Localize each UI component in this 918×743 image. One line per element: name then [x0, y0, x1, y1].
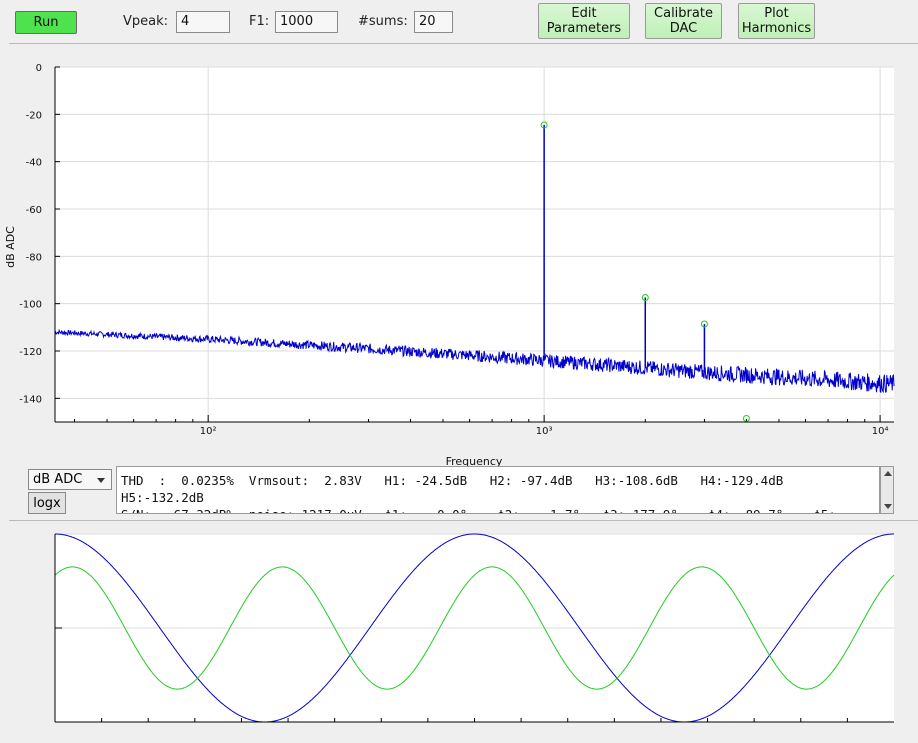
edit-parameters-line2: Parameters [546, 21, 622, 36]
y-tick-label: -20 [26, 110, 42, 121]
unit-select-value: dB ADC [33, 472, 83, 487]
y-tick-label: -60 [26, 205, 42, 216]
y-tick-label: -100 [19, 300, 42, 311]
results-text: THD : 0.0235% Vrmsout: 2.83V H1: -24.5dB… [116, 466, 880, 514]
waveform-series-green [54, 566, 895, 690]
sums-label: #sums: [358, 14, 408, 29]
vpeak-input[interactable]: 4 [176, 11, 230, 33]
unit-select[interactable]: dB ADC [28, 469, 112, 490]
spectrum-grid [55, 66, 894, 422]
y-axis-label: dB ADC [4, 226, 17, 268]
edit-parameters-button[interactable]: Edit Parameters [538, 3, 630, 39]
y-tick-label: -120 [19, 347, 42, 358]
toolbar: Run Vpeak: 4 F1: 1000 #sums: 20 Edit Par… [0, 0, 918, 42]
vpeak-label: Vpeak: [123, 14, 169, 29]
spectrum-noise-line [54, 328, 895, 394]
y-tick-label: -80 [26, 252, 42, 263]
peak-marker [742, 414, 750, 422]
x-axis-label: Frequency [446, 455, 503, 468]
f1-label: F1: [249, 14, 270, 29]
f1-input[interactable]: 1000 [275, 11, 338, 33]
calibrate-dac-line2: DAC [669, 21, 698, 36]
scroll-up-icon[interactable] [884, 471, 892, 476]
spectrum-peaks [540, 121, 750, 422]
results-scrollbar[interactable] [880, 466, 894, 514]
sums-input[interactable]: 20 [414, 11, 453, 33]
waveform-chart [54, 533, 895, 723]
results-line-1: THD : 0.0235% Vrmsout: 2.83V H1: -24.5dB… [121, 473, 784, 488]
plot-harmonics-line1: Plot [764, 6, 789, 21]
x-tick-label: 10² [200, 426, 217, 437]
logx-button[interactable]: logx [28, 492, 66, 514]
calibrate-dac-line1: Calibrate [654, 6, 713, 21]
edit-parameters-line1: Edit [571, 6, 597, 21]
waveform-series-blue [55, 533, 894, 723]
peak-marker [641, 294, 649, 302]
y-tick-label: -140 [19, 394, 42, 405]
peak-marker [540, 121, 548, 129]
wave-x-ticks [101, 718, 848, 722]
run-button[interactable]: Run [15, 11, 77, 34]
y-tick-label: -40 [26, 158, 42, 169]
results-line-3: S/N: 67.32dB% noise: 1217.0uV ϕ1: 0.0° ϕ… [121, 506, 879, 513]
plot-harmonics-button[interactable]: Plot Harmonics [738, 3, 815, 39]
scroll-down-icon[interactable] [884, 504, 892, 509]
x-tick-label: 10³ [536, 426, 553, 437]
waveform-panel [9, 520, 918, 743]
spectrum-panel [9, 43, 918, 517]
results-line-2: H5:-132.2dB [121, 490, 204, 505]
chevron-down-icon [97, 478, 105, 483]
x-tick-label: 10⁴ [872, 426, 889, 437]
plot-harmonics-line2: Harmonics [741, 21, 812, 36]
y-axis-ticks: 0 -20 -40 -60 -80 -100 -120 -140 [19, 63, 60, 405]
spectrum-chart: 0 -20 -40 -60 -80 -100 -120 -140 10² 10³ 10⁴ Freq… [4, 63, 895, 468]
y-tick-label: 0 [36, 63, 42, 74]
plot-area [55, 67, 894, 422]
calibrate-dac-button[interactable]: Calibrate DAC [645, 3, 722, 39]
peak-marker [700, 320, 708, 328]
